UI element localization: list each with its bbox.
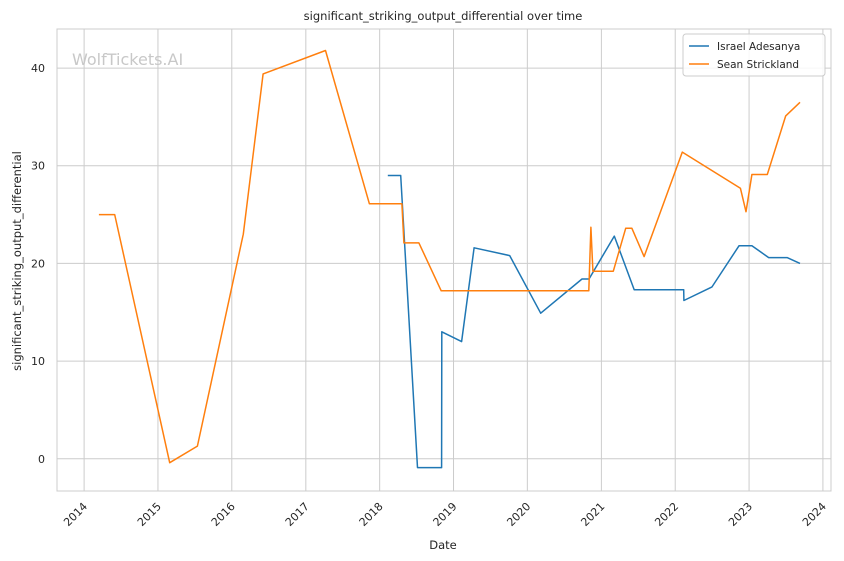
legend: Israel Adesanya Sean Strickland xyxy=(682,33,826,77)
legend-label-sean-strickland: Sean Strickland xyxy=(717,59,799,71)
y-tick-label: 10 xyxy=(31,355,45,368)
y-tick-label: 30 xyxy=(31,160,45,173)
legend-box xyxy=(682,33,826,77)
legend-label-israel-adesanya: Israel Adesanya xyxy=(717,41,800,53)
chart-title: significant_striking_output_differential… xyxy=(304,9,583,23)
watermark: WolfTickets.AI xyxy=(72,50,183,69)
y-tick-label: 0 xyxy=(38,453,45,466)
series-line-sean-strickland xyxy=(98,49,801,464)
plot-area-frame xyxy=(56,28,832,492)
grid xyxy=(57,29,831,491)
y-axis-label: significant_striking_output_differential xyxy=(10,151,24,371)
y-tick-label: 40 xyxy=(31,62,45,75)
x-axis-label: Date xyxy=(429,538,457,552)
series-lines xyxy=(98,49,801,469)
y-tick-label: 20 xyxy=(31,257,45,270)
